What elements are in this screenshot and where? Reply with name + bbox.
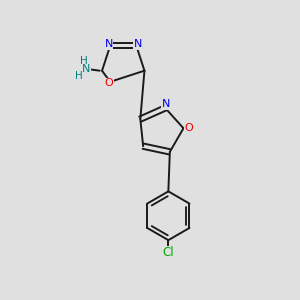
Text: Cl: Cl bbox=[163, 246, 174, 260]
Text: H: H bbox=[75, 71, 83, 81]
Text: O: O bbox=[184, 123, 193, 133]
Text: N: N bbox=[134, 39, 142, 49]
Text: O: O bbox=[104, 78, 113, 88]
Text: N: N bbox=[162, 99, 170, 110]
Text: N: N bbox=[104, 39, 113, 49]
Text: H: H bbox=[80, 56, 88, 66]
Text: N: N bbox=[82, 64, 91, 74]
